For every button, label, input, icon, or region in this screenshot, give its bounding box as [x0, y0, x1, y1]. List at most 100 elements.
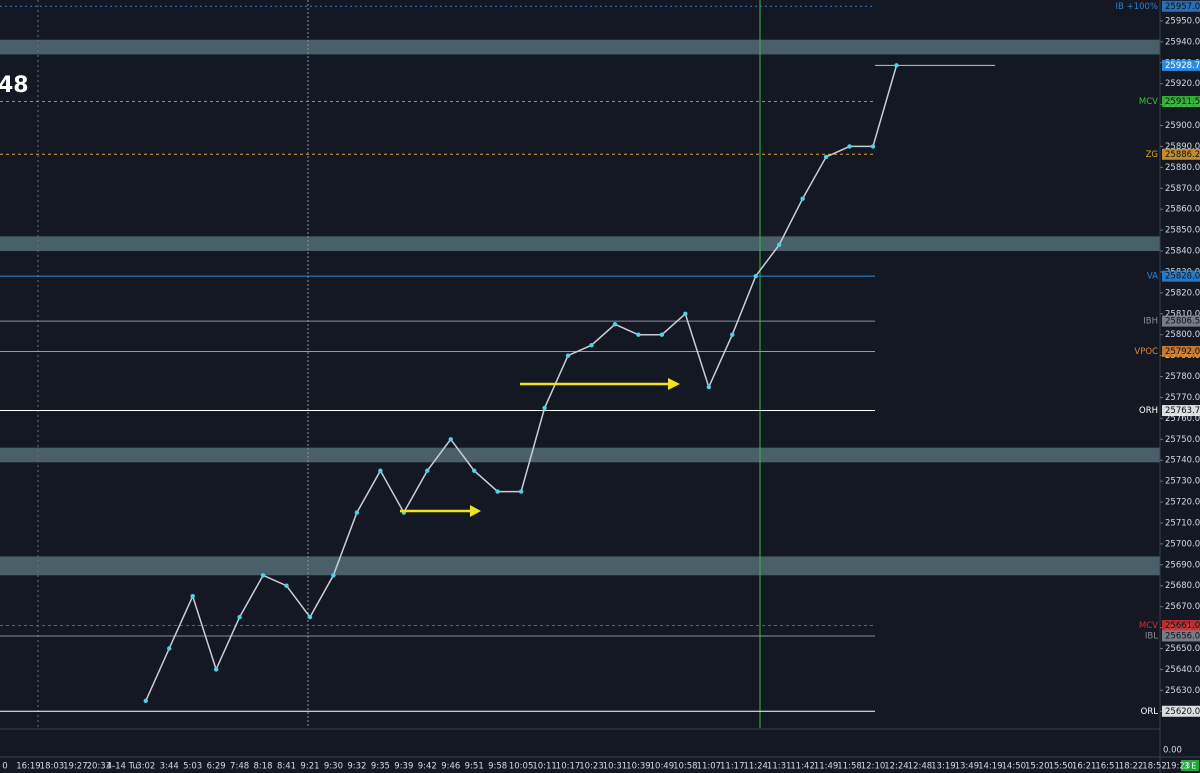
last-price-label: 25928.75: [1165, 61, 1200, 71]
y-tick-label: 25690.00: [1165, 560, 1200, 570]
x-tick-label: 15:50: [1048, 762, 1073, 772]
y-tick-label: 25850.00: [1165, 226, 1200, 236]
x-tick-label: 9:51: [465, 762, 484, 772]
price-point: [143, 698, 148, 704]
level-label: 25806.50: [1165, 317, 1200, 327]
volume-axis-label: 0.00: [1163, 746, 1182, 756]
level-label-box: [1162, 619, 1200, 631]
level-tag: ORL: [1141, 707, 1159, 717]
x-tick-label: 10:23: [579, 762, 604, 772]
x-tick-label: 18:22: [1119, 762, 1144, 772]
level-label: 25828.00: [1165, 272, 1200, 282]
x-tick-label: 11:17: [720, 762, 745, 772]
y-tick-label: 25780.00: [1165, 372, 1200, 382]
level-label-box: [1162, 405, 1200, 417]
level-label-box: [1162, 270, 1200, 282]
price-point: [776, 242, 782, 247]
x-tick-label: 10:05: [509, 762, 534, 772]
level-tag: MCV: [1139, 97, 1158, 107]
x-tick-label: 16:19: [16, 762, 41, 772]
x-tick-label: 12:24: [884, 762, 909, 772]
zone: [0, 556, 1160, 576]
price-point: [542, 405, 547, 411]
x-tick-label: 10:11: [532, 762, 557, 772]
arrow-head: [470, 505, 481, 517]
x-tick-label: 11:24: [743, 762, 768, 772]
price-point: [518, 489, 524, 494]
price-point: [190, 594, 195, 599]
y-tick-label: 25730.00: [1165, 477, 1200, 487]
x-tick-label: 18:03: [40, 762, 65, 772]
x-tick-label: 5:03: [183, 762, 202, 772]
level-tag: VA: [1147, 272, 1158, 282]
y-tick-label: 25640.00: [1165, 665, 1200, 675]
price-point: [213, 667, 219, 672]
x-tick-label: 16:51: [1095, 762, 1120, 772]
x-tick-label: 7:48: [230, 762, 249, 772]
price-point: [683, 311, 688, 316]
x-tick-label: 11:31: [767, 762, 792, 772]
x-tick-label: 9:35: [371, 762, 390, 772]
x-tick-label: 11:58: [837, 762, 862, 772]
x-tick-label: 19:27: [63, 762, 88, 772]
x-tick-label: 9:58: [488, 762, 507, 772]
x-tick-label: 9:32: [347, 762, 366, 772]
x-tick-label: 12:48: [908, 762, 933, 772]
price-point: [284, 583, 289, 588]
x-tick-label: 13:49: [955, 762, 980, 772]
y-tick-label: 25940.00: [1165, 37, 1200, 47]
price-point: [636, 332, 641, 337]
level-label-box: [1162, 95, 1200, 107]
x-tick-label: 10:17: [556, 762, 581, 772]
x-tick-label: 9:21: [300, 762, 319, 772]
price-point: [472, 468, 477, 473]
zone: [0, 236, 1160, 252]
x-tick-label: 6:29: [207, 762, 226, 772]
y-tick-label: 25630.00: [1165, 686, 1200, 696]
level-label: 25656.00: [1165, 631, 1200, 641]
y-tick-label: 25950.00: [1165, 16, 1200, 26]
x-tick-label: 14:19: [978, 762, 1003, 772]
x-tick-label: 11:42: [790, 762, 815, 772]
x-tick-label: 4-14 Tu: [107, 762, 138, 772]
corner-text: 48: [0, 73, 29, 98]
status-badge-text: 3 E: [1184, 762, 1197, 771]
arrow-head: [668, 378, 680, 390]
y-tick-label: 25870.00: [1165, 184, 1200, 194]
price-point: [706, 384, 711, 390]
price-point: [307, 614, 313, 620]
level-tag: ZG: [1146, 150, 1158, 160]
level-tag: ORH: [1139, 406, 1158, 416]
x-tick-label: 0: [2, 762, 7, 772]
y-tick-label: 25720.00: [1165, 498, 1200, 508]
y-tick-label: 25880.00: [1165, 163, 1200, 173]
level-tag: IB +100%: [1116, 2, 1158, 12]
x-tick-label: 10:49: [650, 762, 675, 772]
y-tick-label: 25710.00: [1165, 518, 1200, 528]
level-label-box: [1162, 315, 1200, 327]
price-point: [425, 468, 430, 473]
price-point: [800, 196, 805, 201]
level-label: 25886.25: [1165, 150, 1200, 160]
price-point: [823, 154, 829, 160]
level-label: 25620.00: [1165, 707, 1200, 717]
price-point: [612, 322, 618, 327]
x-tick-label: 11:07: [697, 762, 722, 772]
y-tick-label: 25810.00: [1165, 309, 1200, 319]
x-tick-label: 9:30: [324, 762, 343, 772]
price-point: [378, 468, 383, 473]
zone: [0, 447, 1160, 463]
y-tick-label: 25740.00: [1165, 456, 1200, 466]
price-point: [237, 614, 242, 620]
status-badge: [1181, 760, 1199, 771]
price-point: [565, 353, 571, 358]
level-tag: MCV: [1139, 621, 1158, 631]
price-point: [495, 489, 500, 494]
y-tick-label: 25680.00: [1165, 581, 1200, 591]
x-tick-label: 19:23: [1166, 762, 1191, 772]
level-tag: VPOC: [1134, 347, 1158, 357]
y-tick-label: 25700.00: [1165, 539, 1200, 549]
price-point: [730, 332, 735, 337]
